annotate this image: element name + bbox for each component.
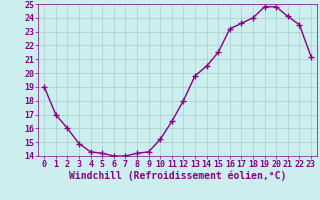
X-axis label: Windchill (Refroidissement éolien,°C): Windchill (Refroidissement éolien,°C): [69, 171, 286, 181]
